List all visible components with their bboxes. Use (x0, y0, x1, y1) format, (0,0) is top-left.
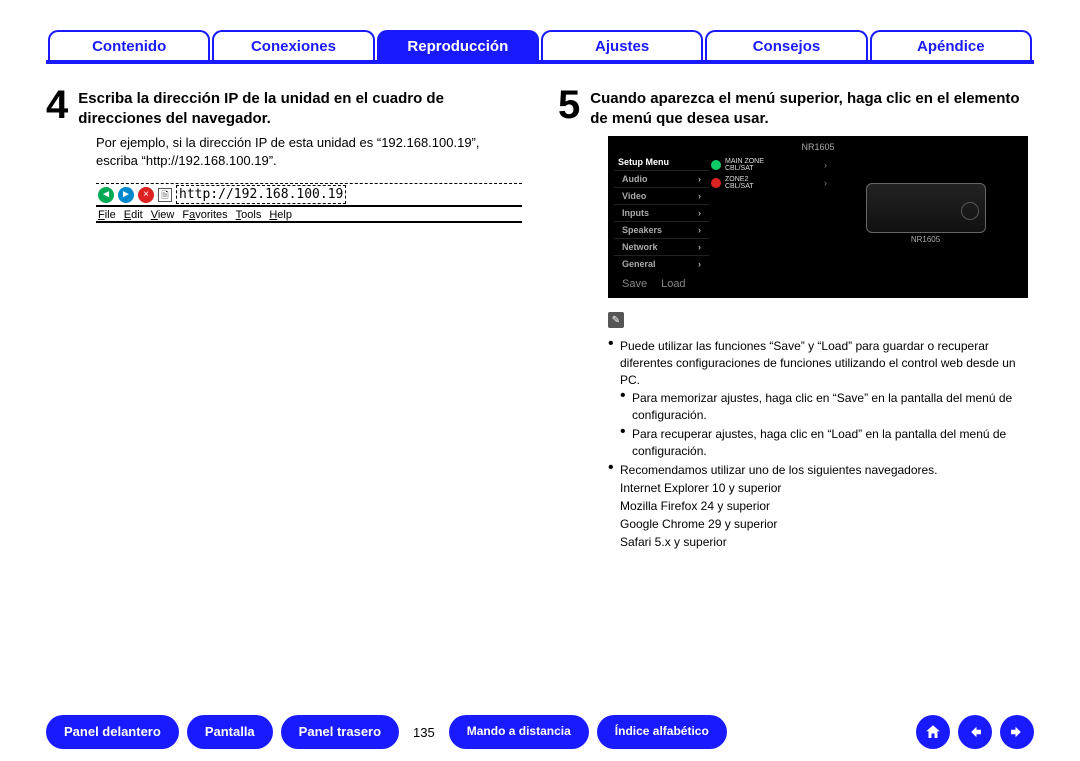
browser-menu-bar: FFileile Edit View Favorites Tools Help (96, 207, 522, 223)
step5-number: 5 (558, 85, 580, 125)
link-pantalla[interactable]: Pantalla (187, 715, 273, 749)
setup-menu-header: Setup Menu (614, 154, 709, 170)
device-label: NR1605 (866, 235, 986, 244)
power-off-icon (711, 178, 721, 188)
setup-menu-screenshot: NR1605 Setup Menu Audio› Video› Inputs› … (608, 136, 1028, 298)
menu-help[interactable]: Help (269, 209, 292, 221)
link-panel-trasero[interactable]: Panel trasero (281, 715, 399, 749)
menu-tools[interactable]: Tools (236, 209, 262, 221)
tab-contenido[interactable]: Contenido (48, 30, 210, 60)
setup-item-video[interactable]: Video› (614, 187, 709, 204)
step4-body: Por ejemplo, si la dirección IP de esta … (96, 134, 522, 169)
top-tabs: Contenido Conexiones Reproducción Ajuste… (48, 30, 1032, 64)
menu-favorites[interactable]: Favorites (182, 209, 227, 221)
next-button[interactable] (1000, 715, 1034, 749)
note-icon: ✎ (608, 312, 624, 328)
step5-title: Cuando aparezca el menú superior, haga c… (590, 85, 1034, 128)
browser-chrome: Google Chrome 29 y superior (608, 516, 1034, 533)
link-indice[interactable]: Índice alfabético (597, 715, 727, 749)
tab-ajustes[interactable]: Ajustes (541, 30, 703, 60)
menu-file[interactable]: FFileile (98, 209, 116, 221)
setup-menu-list: Setup Menu Audio› Video› Inputs› Speaker… (614, 154, 709, 272)
browser-url-bar: ◄ ► × 🗎 http://192.168.100.19 (96, 183, 522, 207)
device-illustration: NR1605 (829, 154, 1022, 272)
step4-column: 4 Escriba la dirección IP de la unidad e… (46, 85, 522, 552)
content-area: 4 Escriba la dirección IP de la unidad e… (46, 85, 1034, 552)
back-icon[interactable]: ◄ (98, 187, 114, 203)
link-mando[interactable]: Mando a distancia (449, 715, 589, 749)
model-label: NR1605 (614, 142, 1022, 152)
note-save: Para memorizar ajustes, haga clic en “Sa… (608, 390, 1034, 424)
tab-conexiones[interactable]: Conexiones (212, 30, 374, 60)
setup-item-speakers[interactable]: Speakers› (614, 221, 709, 238)
zone-2[interactable]: ZONE2CBL/SAT › (711, 174, 827, 192)
notes-block: Puede utilizar las funciones “Save” y “L… (608, 338, 1034, 551)
browser-ie: Internet Explorer 10 y superior (608, 480, 1034, 497)
menu-edit[interactable]: Edit (124, 209, 143, 221)
page-number: 135 (407, 725, 441, 740)
zone-panel: MAIN ZONECBL/SAT › ZONE2CBL/SAT › (709, 154, 829, 272)
browser-safari: Safari 5.x y superior (608, 534, 1034, 551)
note-recommend: Recomendamos utilizar uno de los siguien… (608, 462, 1034, 479)
footer-nav: Panel delantero Pantalla Panel trasero 1… (46, 715, 1034, 749)
note-intro: Puede utilizar las funciones “Save” y “L… (608, 338, 1034, 388)
browser-firefox: Mozilla Firefox 24 y superior (608, 498, 1034, 515)
tab-underline (46, 60, 1034, 64)
url-field[interactable]: http://192.168.100.19 (176, 185, 346, 204)
browser-mock: ◄ ► × 🗎 http://192.168.100.19 FFileile E… (96, 183, 522, 223)
page-icon: 🗎 (158, 188, 172, 202)
step4-number: 4 (46, 85, 68, 125)
zone-main[interactable]: MAIN ZONECBL/SAT › (711, 156, 827, 174)
setup-item-general[interactable]: General› (614, 255, 709, 272)
stop-icon[interactable]: × (138, 187, 154, 203)
device-box-icon (866, 183, 986, 233)
setup-item-network[interactable]: Network› (614, 238, 709, 255)
step5-column: 5 Cuando aparezca el menú superior, haga… (558, 85, 1034, 552)
load-button[interactable]: Load (661, 278, 685, 290)
tab-reproduccion[interactable]: Reproducción (377, 30, 539, 60)
forward-icon[interactable]: ► (118, 187, 134, 203)
arrow-right-icon (1008, 723, 1026, 741)
tab-consejos[interactable]: Consejos (705, 30, 867, 60)
setup-item-audio[interactable]: Audio› (614, 170, 709, 187)
home-button[interactable] (916, 715, 950, 749)
home-icon (924, 723, 942, 741)
arrow-left-icon (966, 723, 984, 741)
tab-apendice[interactable]: Apéndice (870, 30, 1032, 60)
setup-item-inputs[interactable]: Inputs› (614, 204, 709, 221)
power-on-icon (711, 160, 721, 170)
step4-title: Escriba la dirección IP de la unidad en … (78, 85, 522, 128)
save-button[interactable]: Save (622, 278, 647, 290)
prev-button[interactable] (958, 715, 992, 749)
menu-view[interactable]: View (151, 209, 175, 221)
link-panel-delantero[interactable]: Panel delantero (46, 715, 179, 749)
note-load: Para recuperar ajustes, haga clic en “Lo… (608, 426, 1034, 460)
